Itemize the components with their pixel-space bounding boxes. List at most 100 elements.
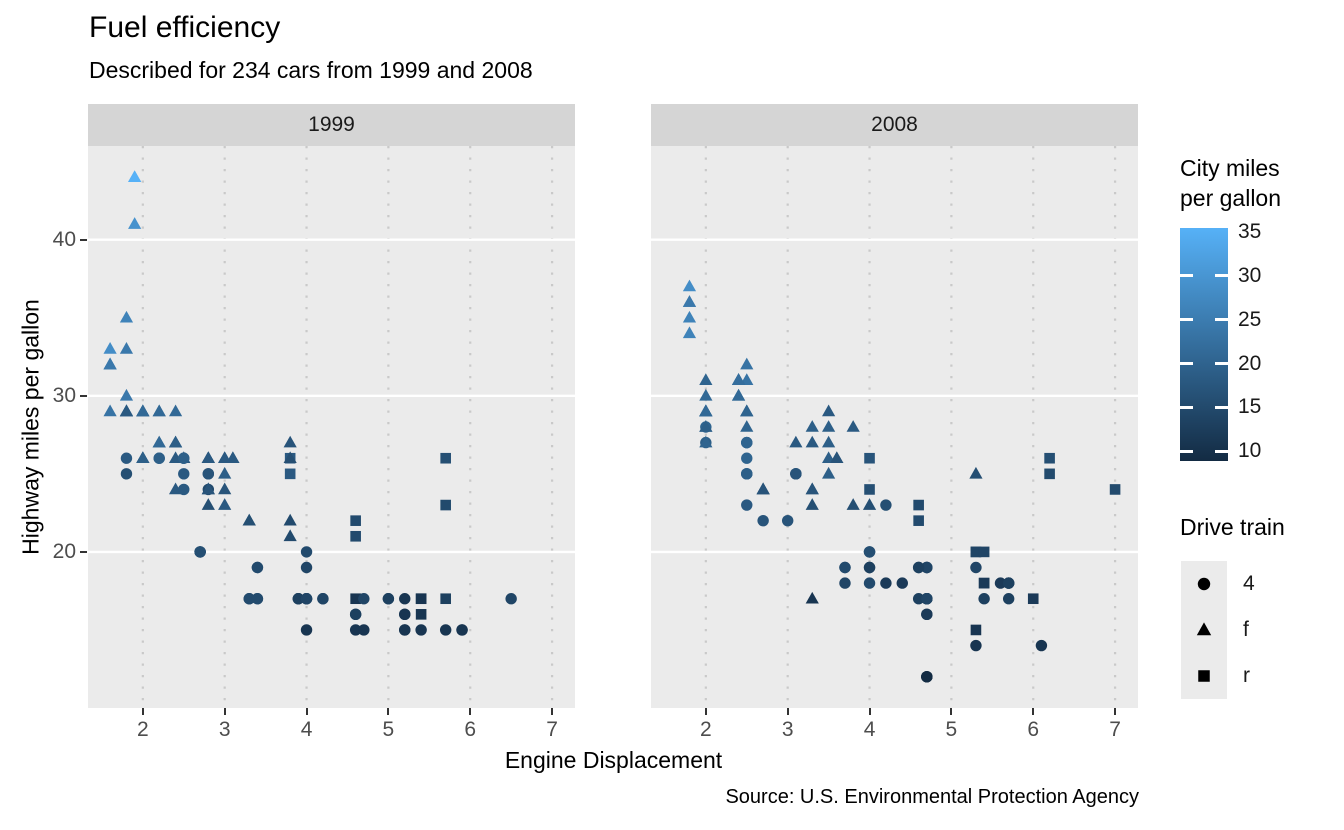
x-tick-label: 3 xyxy=(218,718,231,741)
data-point xyxy=(805,482,819,495)
data-point xyxy=(283,513,297,526)
data-point xyxy=(350,593,361,605)
data-point xyxy=(399,624,411,636)
x-tick-label: 6 xyxy=(464,718,477,741)
colorbar-tick-mark xyxy=(1180,362,1193,366)
data-point xyxy=(201,451,215,464)
data-point xyxy=(805,591,819,604)
data-point xyxy=(119,404,134,417)
data-point xyxy=(251,593,264,605)
color-legend-title: City miles per gallon xyxy=(1180,155,1282,211)
data-point xyxy=(103,342,117,354)
x-tick-label: 2 xyxy=(136,718,149,741)
data-point xyxy=(969,466,983,479)
y-tick-mark xyxy=(80,238,87,241)
data-point xyxy=(699,420,713,432)
data-point xyxy=(300,593,313,605)
data-point xyxy=(912,561,925,574)
x-tick-label: 2 xyxy=(699,718,712,741)
data-point xyxy=(741,468,753,480)
data-point xyxy=(913,515,924,526)
data-point xyxy=(136,451,150,464)
data-point xyxy=(863,577,876,589)
x-tick-mark xyxy=(387,708,390,715)
x-tick-mark xyxy=(551,708,554,715)
data-point xyxy=(358,593,370,605)
data-point xyxy=(880,499,892,511)
data-point xyxy=(119,310,134,323)
data-point xyxy=(1044,452,1055,464)
data-point xyxy=(128,170,142,183)
colorbar-tick-label: 20 xyxy=(1238,351,1262,375)
x-tick-mark xyxy=(1032,708,1035,715)
x-tick-label: 3 xyxy=(781,718,794,741)
data-point xyxy=(382,593,395,605)
x-tick-mark xyxy=(305,708,308,715)
data-point xyxy=(505,593,517,605)
data-point xyxy=(896,577,908,589)
data-point xyxy=(921,593,933,605)
data-point xyxy=(202,468,215,480)
x-tick-label: 6 xyxy=(1027,718,1040,741)
data-point xyxy=(789,435,803,448)
data-point xyxy=(153,452,165,464)
colorbar-tick-mark xyxy=(1215,405,1228,409)
data-point xyxy=(740,420,754,432)
data-point xyxy=(682,326,697,339)
data-point xyxy=(120,468,133,480)
data-point xyxy=(218,466,232,479)
data-point xyxy=(839,577,851,589)
data-point xyxy=(757,514,769,527)
data-point xyxy=(682,279,697,292)
data-point xyxy=(300,624,313,636)
data-point xyxy=(218,482,232,495)
data-point xyxy=(440,593,451,605)
colorbar-tick-mark xyxy=(1180,318,1193,322)
data-point xyxy=(912,593,925,605)
data-point xyxy=(300,561,313,574)
data-point xyxy=(1027,593,1039,605)
data-point xyxy=(1002,577,1015,589)
data-point xyxy=(168,435,183,448)
x-tick-mark xyxy=(868,708,871,715)
data-point xyxy=(978,546,990,558)
data-point xyxy=(839,561,851,574)
colorbar-tick-mark xyxy=(1180,274,1193,278)
colorbar-tick-mark xyxy=(1180,449,1193,453)
data-point xyxy=(440,452,451,464)
data-point xyxy=(822,404,836,417)
data-point xyxy=(317,593,329,605)
data-point xyxy=(846,498,860,510)
data-point xyxy=(699,435,713,448)
data-point xyxy=(880,577,892,589)
data-point xyxy=(178,468,190,480)
data-point xyxy=(1109,484,1121,495)
data-point xyxy=(242,513,256,526)
colorbar-tick-mark xyxy=(1215,318,1228,322)
data-point xyxy=(741,452,753,464)
colorbar-tick-label: 30 xyxy=(1238,263,1262,287)
color-legend-gradient-bar xyxy=(1180,228,1228,461)
y-tick-label: 30 xyxy=(52,383,76,407)
x-tick-mark xyxy=(704,708,707,715)
data-point xyxy=(740,357,754,370)
data-point xyxy=(415,609,427,620)
x-tick-label: 5 xyxy=(382,718,395,741)
x-tick-mark xyxy=(141,708,144,715)
data-point xyxy=(292,593,305,605)
data-point xyxy=(283,451,297,464)
x-tick-mark xyxy=(1114,708,1117,715)
x-tick-mark xyxy=(786,708,789,715)
data-point xyxy=(349,624,362,636)
chart-title: Fuel efficiency xyxy=(89,11,281,44)
colorbar-tick-mark xyxy=(1215,362,1228,366)
data-point xyxy=(350,515,361,526)
y-tick-label: 20 xyxy=(52,539,76,563)
colorbar-tick-label: 15 xyxy=(1238,395,1262,419)
data-point xyxy=(251,561,264,574)
data-point xyxy=(120,452,133,464)
data-point xyxy=(822,420,836,432)
x-tick-mark xyxy=(469,708,472,715)
colorbar-tick-label: 25 xyxy=(1238,307,1262,331)
